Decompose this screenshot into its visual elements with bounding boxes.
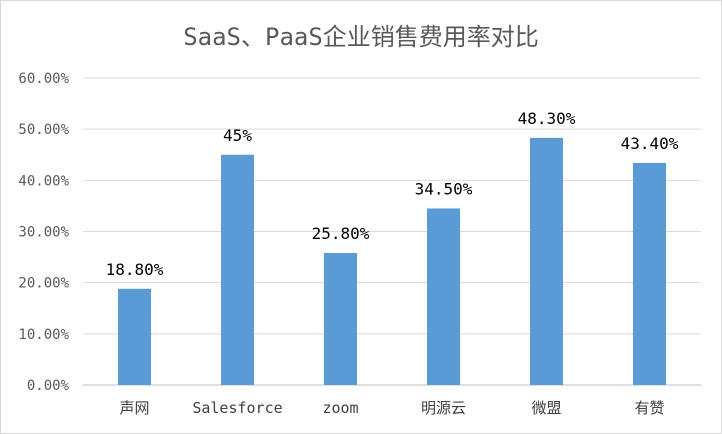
category-label: zoom <box>322 399 358 417</box>
bar <box>324 252 357 385</box>
data-label: 45% <box>223 126 252 145</box>
bar <box>221 154 254 385</box>
grid-lines <box>83 77 701 386</box>
category-label: 明源云 <box>421 399 466 417</box>
category-labels: 声网 Salesforce zoom 明源云 微盟 有赞 <box>119 399 664 417</box>
y-tick-label: 10.00% <box>18 327 69 343</box>
y-tick-label: 40.00% <box>18 173 69 189</box>
data-label: 43.40% <box>621 134 679 153</box>
data-label: 18.80% <box>106 260 164 279</box>
bar <box>633 162 666 385</box>
category-label: Salesforce <box>192 399 282 417</box>
y-axis-ticks: 0.00% 10.00% 20.00% 30.00% 40.00% 50.00% 60.00… <box>18 71 69 394</box>
bars <box>118 137 666 385</box>
category-label: 有赞 <box>634 399 664 417</box>
bar <box>118 288 151 385</box>
category-label: 微盟 <box>531 399 561 417</box>
data-label: 48.30% <box>518 109 576 128</box>
bar <box>530 137 563 385</box>
category-label: 声网 <box>119 399 149 417</box>
y-tick-label: 20.00% <box>18 276 69 292</box>
data-labels: 18.80% 45% 25.80% 34.50% 48.30% 43.40% <box>106 109 679 279</box>
chart-title: SaaS、PaaS企业销售费用率对比 <box>183 23 539 51</box>
y-tick-label: 50.00% <box>18 122 69 138</box>
y-tick-label: 0.00% <box>27 378 70 394</box>
data-label: 34.50% <box>415 179 473 198</box>
bar <box>427 208 460 385</box>
y-tick-label: 60.00% <box>18 71 69 87</box>
y-tick-label: 30.00% <box>18 225 69 241</box>
data-label: 25.80% <box>312 224 370 243</box>
